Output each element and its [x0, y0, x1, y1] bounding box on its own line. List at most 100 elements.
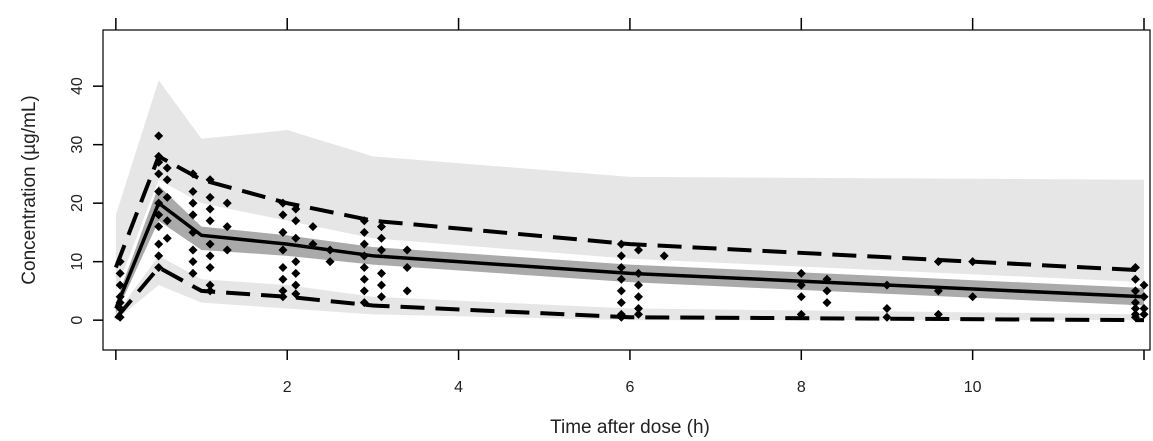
- x-axis-title: Time after dose (h): [550, 417, 710, 438]
- observation-point: [278, 274, 288, 284]
- observation-point: [1130, 303, 1140, 313]
- observation-point: [633, 303, 643, 313]
- observation-point: [633, 292, 643, 302]
- observation-point: [659, 251, 669, 261]
- observation-point: [616, 274, 626, 284]
- y-tick-label: 40: [69, 77, 86, 95]
- median-line: [114, 200, 1145, 310]
- observation-point: [188, 198, 198, 208]
- observation-point: [205, 204, 215, 214]
- y-tick-label: 10: [69, 253, 86, 271]
- observation-point: [616, 263, 626, 273]
- observation-point: [308, 222, 318, 232]
- observation-point: [291, 280, 301, 290]
- observation-point: [154, 251, 164, 261]
- observation-point: [1139, 280, 1149, 290]
- x-tick-label: 10: [964, 379, 982, 396]
- observation-point: [278, 263, 288, 273]
- observation-point: [376, 268, 386, 278]
- observation-point: [205, 251, 215, 261]
- observation-point: [1139, 309, 1149, 319]
- observation-point: [796, 268, 806, 278]
- observation-point: [162, 216, 172, 226]
- observation-point: [376, 222, 386, 232]
- percentile-line: [114, 264, 1145, 323]
- y-tick-label: 0: [69, 316, 86, 325]
- observation-point: [162, 175, 172, 185]
- observation-point: [933, 309, 943, 319]
- observation-point: [205, 280, 215, 290]
- observation-point: [162, 192, 172, 202]
- observation-point: [154, 131, 164, 141]
- observation-point: [359, 239, 369, 249]
- observation-point: [222, 245, 232, 255]
- observation-point: [188, 257, 198, 267]
- observation-point: [359, 227, 369, 237]
- observation-point: [291, 216, 301, 226]
- observation-point: [291, 257, 301, 267]
- observation-point: [822, 298, 832, 308]
- observation-point: [222, 222, 232, 232]
- y-tick-label: 30: [69, 136, 86, 154]
- observation-point: [205, 216, 215, 226]
- observation-point: [376, 233, 386, 243]
- observation-point: [278, 245, 288, 255]
- observation-point: [402, 286, 412, 296]
- observation-point: [154, 239, 164, 249]
- observation-point: [359, 263, 369, 273]
- observation-point: [616, 298, 626, 308]
- x-tick-label: 6: [625, 379, 634, 396]
- observation-point: [616, 286, 626, 296]
- observation-point: [1130, 274, 1140, 284]
- x-tick-label: 4: [454, 379, 463, 396]
- observation-point: [882, 312, 892, 322]
- observation-point: [796, 292, 806, 302]
- observation-point: [359, 274, 369, 284]
- observation-point: [205, 263, 215, 273]
- x-tick-label: 8: [797, 379, 806, 396]
- observation-point: [188, 245, 198, 255]
- observation-point: [291, 268, 301, 278]
- observation-point: [968, 292, 978, 302]
- observation-point: [154, 222, 164, 232]
- observation-point: [291, 233, 301, 243]
- observation-point: [402, 263, 412, 273]
- observation-point: [278, 210, 288, 220]
- observation-point: [115, 268, 125, 278]
- observation-point: [162, 233, 172, 243]
- y-axis-title: Concentration (µg/mL): [19, 95, 40, 284]
- x-tick-label: 2: [283, 379, 292, 396]
- observation-point: [633, 309, 643, 319]
- plot-area: [113, 80, 1149, 323]
- observation-point: [278, 286, 288, 296]
- observation-point: [162, 163, 172, 173]
- observation-point: [1139, 303, 1149, 313]
- observation-point: [822, 286, 832, 296]
- observation-point: [402, 245, 412, 255]
- observation-point: [376, 292, 386, 302]
- observation-point: [325, 257, 335, 267]
- observation-point: [1130, 298, 1140, 308]
- observation-point: [222, 198, 232, 208]
- observation-point: [188, 268, 198, 278]
- observation-point: [115, 280, 125, 290]
- observation-point: [633, 280, 643, 290]
- prediction-band: [115, 80, 1145, 291]
- observation-point: [278, 227, 288, 237]
- observation-point: [188, 186, 198, 196]
- observation-point: [882, 303, 892, 313]
- plot-frame: [102, 29, 1151, 351]
- percentile-line: [113, 153, 1145, 273]
- observation-point: [154, 169, 164, 179]
- observation-point: [633, 245, 643, 255]
- observation-point: [359, 286, 369, 296]
- observation-point: [154, 186, 164, 196]
- observation-point: [616, 251, 626, 261]
- observation-point: [154, 263, 164, 273]
- observation-point: [205, 239, 215, 249]
- y-tick-label: 20: [69, 194, 86, 212]
- observation-point: [205, 192, 215, 202]
- observation-point: [376, 280, 386, 290]
- observation-point: [188, 210, 198, 220]
